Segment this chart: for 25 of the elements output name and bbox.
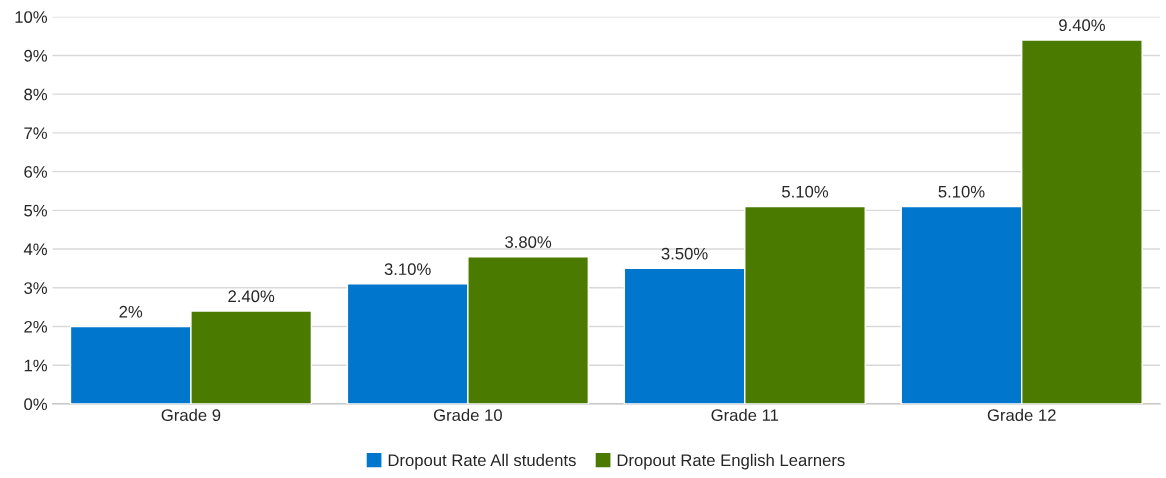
data-label: 9.40% xyxy=(1059,19,1105,32)
y-tick-label: 3% xyxy=(24,282,48,294)
y-tick-label: 4% xyxy=(23,243,48,256)
y-tick-label: 0% xyxy=(24,398,48,411)
x-tick-label: Grade 12 xyxy=(987,408,1056,422)
legend-label: Dropout Rate All students xyxy=(388,453,576,470)
data-label: 3.50% xyxy=(661,247,708,260)
data-label: 5.10% xyxy=(938,185,985,198)
x-tick-label: Grade 11 xyxy=(711,408,779,422)
data-label: 3.80% xyxy=(505,236,552,248)
y-tick-label: 6% xyxy=(24,166,48,178)
data-label: 3.10% xyxy=(384,263,431,276)
data-label: 5.10% xyxy=(782,185,829,198)
data-label: 2.40% xyxy=(228,290,275,303)
legend-label: Dropout Rate English Learners xyxy=(617,453,845,470)
y-tick-label: 8% xyxy=(24,88,48,101)
y-tick-label: 5% xyxy=(24,204,48,217)
y-tick-label: 10% xyxy=(15,11,48,23)
y-tick-label: 1% xyxy=(24,359,48,372)
x-tick-label: Grade 9 xyxy=(161,408,221,422)
data-label: 2% xyxy=(119,305,143,318)
x-tick-label: Grade 10 xyxy=(433,408,502,422)
y-tick-label: 7% xyxy=(24,127,48,140)
y-tick-label: 9% xyxy=(24,49,48,62)
y-tick-label: 2% xyxy=(24,320,48,333)
